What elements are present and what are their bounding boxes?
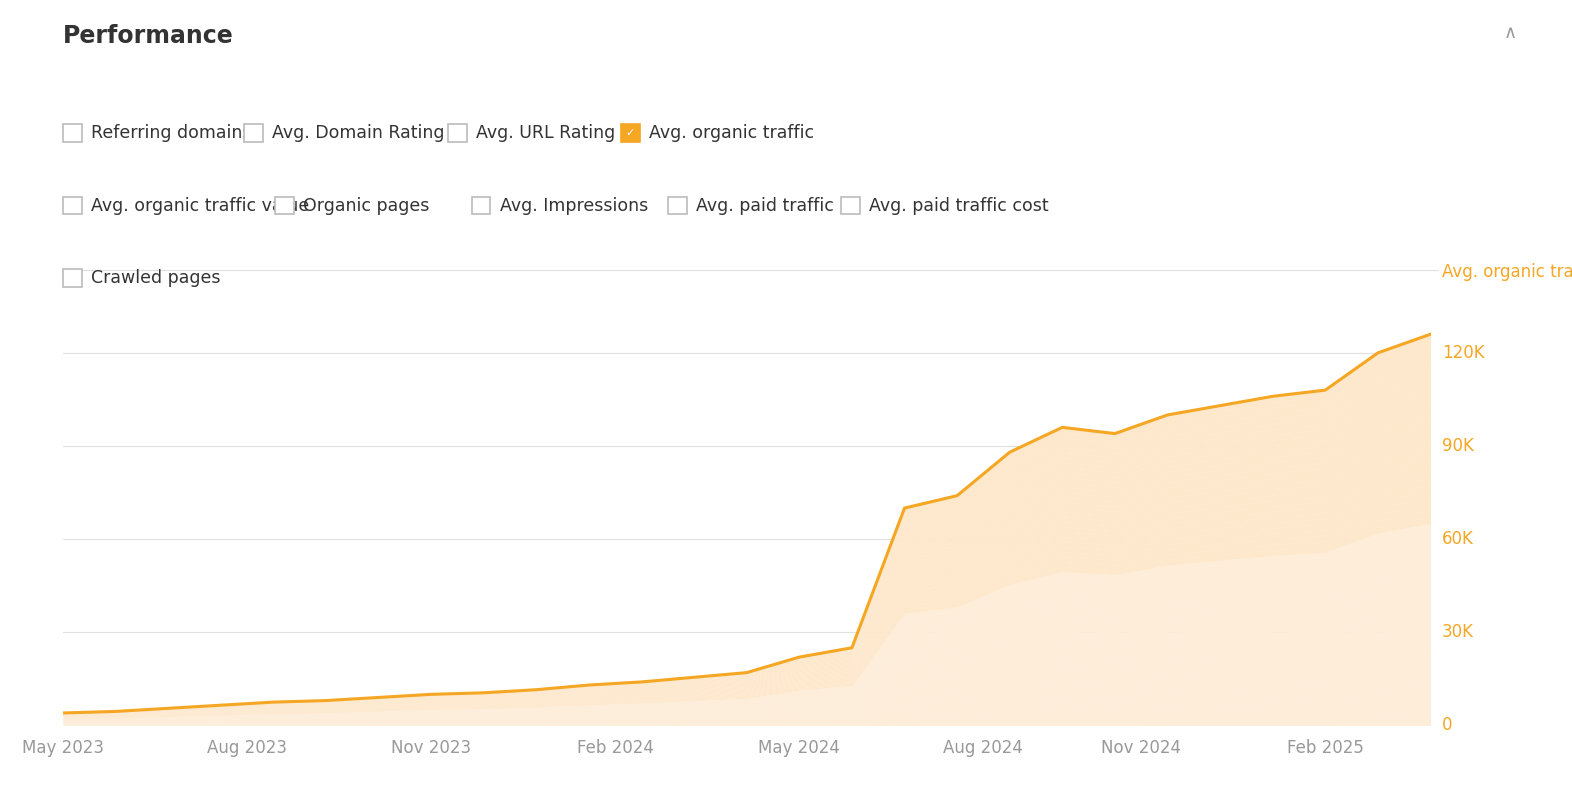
- Text: Avg. Domain Rating: Avg. Domain Rating: [272, 124, 445, 142]
- Text: 0: 0: [1442, 717, 1453, 734]
- Text: 90K: 90K: [1442, 437, 1473, 455]
- Text: 60K: 60K: [1442, 530, 1473, 548]
- Text: Avg. organic traffic: Avg. organic traffic: [649, 124, 814, 142]
- Text: Avg. paid traffic: Avg. paid traffic: [696, 197, 835, 214]
- Text: Referring domains: Referring domains: [91, 124, 252, 142]
- Text: Avg. organic traffic value: Avg. organic traffic value: [91, 197, 310, 214]
- Text: Organic pages: Organic pages: [303, 197, 429, 214]
- Text: ∧: ∧: [1504, 24, 1517, 42]
- Text: 120K: 120K: [1442, 344, 1484, 362]
- Text: Avg. URL Rating: Avg. URL Rating: [476, 124, 616, 142]
- Text: Avg. organic traffic: Avg. organic traffic: [1442, 264, 1572, 281]
- Text: Performance: Performance: [63, 24, 234, 48]
- Text: Crawled pages: Crawled pages: [91, 269, 220, 287]
- Text: Avg. Impressions: Avg. Impressions: [500, 197, 648, 214]
- Text: 30K: 30K: [1442, 623, 1473, 642]
- Text: Avg. paid traffic cost: Avg. paid traffic cost: [869, 197, 1049, 214]
- Text: ✓: ✓: [626, 128, 635, 138]
